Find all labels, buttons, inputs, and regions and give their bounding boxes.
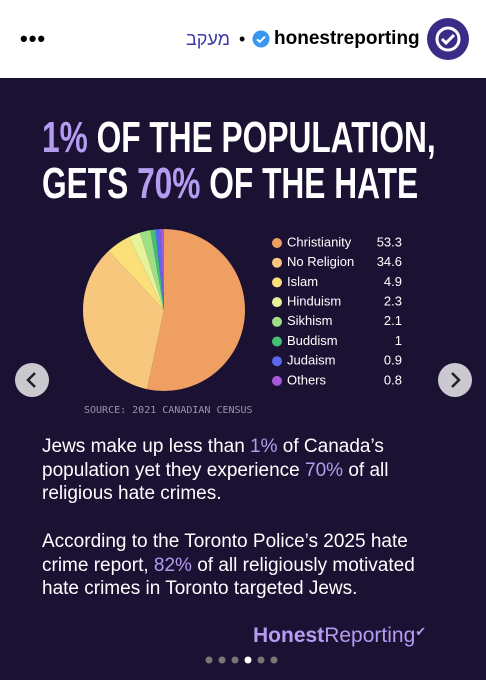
- pie-slice: [155, 229, 164, 310]
- avatar[interactable]: [426, 17, 470, 61]
- pie-slice: [108, 236, 164, 310]
- logo-part: Reporting: [324, 624, 416, 647]
- pie-slice: [147, 229, 245, 391]
- text-segment: GETS: [42, 159, 138, 208]
- verified-badge: [252, 30, 270, 48]
- title-line: GETS 70% OF THE HATE: [42, 162, 418, 206]
- text-segment: crime report,: [42, 554, 154, 576]
- legend-value: 34.6: [377, 254, 402, 269]
- legend-label: No Religion: [287, 254, 354, 269]
- legend-label: Others: [287, 372, 327, 387]
- legend-value: 53.3: [377, 234, 402, 249]
- logo-part: Honest: [253, 624, 325, 647]
- paragraph-line: Jews make up less than 1% of Canada’s: [42, 436, 384, 458]
- legend-label: Islam: [287, 274, 318, 289]
- legend-swatch: [272, 356, 282, 367]
- text-segment: Jews make up less than: [42, 436, 251, 457]
- legend-swatch: [272, 316, 282, 327]
- pie-slice: [82, 250, 164, 390]
- text-segment: 1%: [250, 436, 278, 457]
- username[interactable]: honestreporting: [274, 28, 420, 49]
- legend-value: 0.8: [384, 372, 402, 387]
- legend-value: 4.9: [384, 274, 402, 289]
- legend-label: Hinduism: [287, 294, 341, 309]
- text-segment: hate crimes in Toronto targeted Jews.: [42, 578, 358, 599]
- pie-slice: [159, 229, 164, 310]
- text-segment: of all religiously motivated: [191, 554, 415, 576]
- source-note: SOURCE: 2021 CANADIAN CENSUS: [84, 405, 253, 416]
- legend-swatch: [272, 297, 282, 308]
- next-icon: [451, 372, 461, 388]
- next-button[interactable]: [438, 363, 472, 397]
- post: SOURCE: 2021 CANADIAN CENSUS Christianit…: [0, 78, 486, 680]
- pie-slice: [139, 230, 164, 310]
- legend-value: 0.9: [384, 353, 402, 368]
- legend-swatch: [272, 375, 282, 386]
- text-segment: OF THE HATE: [200, 159, 419, 208]
- legend-swatch: [272, 257, 282, 268]
- legend-label: Judaism: [287, 353, 335, 368]
- separator: •: [239, 29, 246, 49]
- legend-label: Christianity: [287, 234, 352, 249]
- pie-slice: [129, 232, 164, 310]
- paragraph-line: crime report, 82% of all religiously mot…: [42, 555, 415, 577]
- prev-icon: [26, 372, 36, 388]
- title-line: 1% OF THE POPULATION,: [42, 116, 436, 160]
- paragraph-line: According to the Toronto Police’s 2025 h…: [42, 531, 408, 553]
- text-segment: According to the Toronto Police’s 2025 h…: [42, 531, 408, 552]
- paragraph-line: religious hate crimes.: [42, 483, 222, 505]
- text-segment: 1%: [42, 113, 88, 162]
- text-segment: 70%: [137, 159, 201, 208]
- text-segment: of Canada’s: [277, 436, 384, 457]
- pager: [205, 656, 278, 664]
- legend-swatch: [272, 336, 282, 347]
- legend-label: Sikhism: [287, 313, 333, 328]
- chart: SOURCE: 2021 CANADIAN CENSUS Christianit…: [15, 229, 472, 664]
- text-segment: of all: [343, 459, 389, 481]
- text-segment: 82%: [153, 554, 192, 576]
- legend-value: 2.1: [384, 313, 402, 328]
- text-segment: population yet they experience: [42, 459, 306, 481]
- legend-value: 2.3: [384, 294, 402, 309]
- paragraph-line: hate crimes in Toronto targeted Jews.: [42, 578, 357, 600]
- logo: HonestReporting✔: [253, 624, 427, 647]
- legend-swatch: [272, 238, 282, 248]
- prev-button[interactable]: [15, 363, 49, 397]
- legend-value: 1: [395, 333, 402, 348]
- legend-swatch: [272, 277, 282, 288]
- follow-button[interactable]: מעקב: [186, 29, 231, 49]
- text-segment: 70%: [305, 459, 344, 481]
- menu-button[interactable]: •••: [20, 26, 47, 51]
- paragraph-line: population yet they experience 70% of al…: [42, 460, 388, 482]
- text-segment: religious hate crimes.: [42, 483, 222, 504]
- legend-label: Buddism: [287, 333, 338, 348]
- pie-slice: [150, 229, 164, 310]
- text-segment: OF THE POPULATION,: [87, 113, 436, 162]
